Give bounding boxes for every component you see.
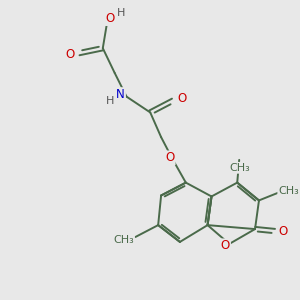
Text: H: H <box>106 96 114 106</box>
Text: CH₃: CH₃ <box>230 163 250 173</box>
Text: O: O <box>177 92 187 105</box>
Text: O: O <box>105 12 114 25</box>
Text: H: H <box>116 8 125 18</box>
Text: O: O <box>278 225 287 238</box>
Text: N: N <box>116 88 125 101</box>
Text: CH₃: CH₃ <box>113 235 134 245</box>
Text: O: O <box>221 239 230 252</box>
Text: CH₃: CH₃ <box>278 185 299 196</box>
Text: O: O <box>66 48 75 61</box>
Text: O: O <box>165 152 175 164</box>
